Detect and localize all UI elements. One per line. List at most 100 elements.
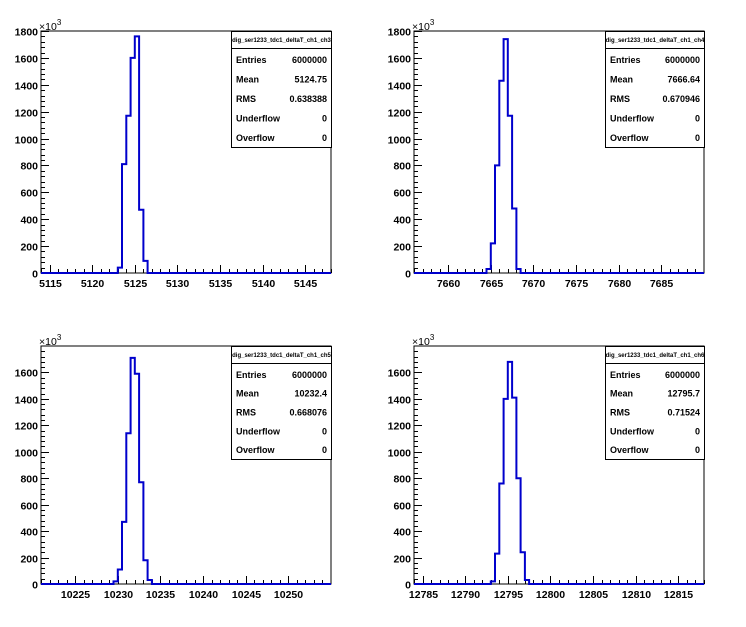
x-tick-label: 7665 bbox=[480, 278, 504, 290]
stats-value: 0 bbox=[322, 426, 327, 436]
y-tick-label: 400 bbox=[20, 527, 38, 539]
y-tick-label: 600 bbox=[20, 188, 38, 200]
x-tick-label: 7680 bbox=[608, 278, 632, 290]
y-tick-label: 1600 bbox=[388, 368, 412, 380]
y-exponent-base: ×10 bbox=[412, 21, 430, 33]
y-tick-label: 1000 bbox=[388, 448, 412, 460]
histogram-ch5: 0 200 400 600 800 1000 1200 1400 1600 10225 10230 1… bbox=[15, 333, 332, 601]
stats-value: 6000000 bbox=[665, 370, 700, 380]
stats-label: Overflow bbox=[236, 133, 276, 143]
y-tick-label: 1000 bbox=[15, 135, 39, 147]
stats-label: Mean bbox=[610, 389, 633, 399]
y-tick-label: 800 bbox=[393, 161, 411, 173]
stats-box-frame bbox=[231, 31, 332, 148]
stats-value: 0 bbox=[695, 426, 700, 436]
x-tick-label: 5115 bbox=[39, 278, 62, 290]
x-tick-label: 7670 bbox=[522, 278, 546, 290]
y-exponent-label: ×103 bbox=[39, 18, 62, 33]
stats-label: Mean bbox=[236, 389, 259, 399]
stats-label: Overflow bbox=[236, 445, 276, 455]
x-tick-label: 12800 bbox=[536, 589, 565, 601]
stats-value: 6000000 bbox=[292, 55, 327, 65]
stats-title: dig_ser1233_tdc1_deltaT_ch1_ch6 bbox=[606, 353, 705, 359]
x-tick-label: 10230 bbox=[104, 589, 133, 601]
histogram-ch4: 0 200 400 600 800 1000 1200 1400 1600 1800 7660 766… bbox=[388, 18, 705, 290]
y-tick-label: 400 bbox=[20, 215, 38, 227]
histogram-line bbox=[41, 356, 331, 585]
stats-value: 12795.7 bbox=[667, 389, 700, 399]
histogram-ch3: 0 200 400 600 800 1000 1200 1400 1600 1800 5115 512… bbox=[15, 18, 332, 290]
stats-value: 5124.75 bbox=[294, 75, 327, 85]
y-tick-label: 800 bbox=[20, 474, 38, 486]
x-tick-label: 5125 bbox=[124, 278, 148, 290]
y-tick-label: 1800 bbox=[388, 27, 412, 39]
x-tick-label: 10225 bbox=[61, 589, 90, 601]
stats-value: 6000000 bbox=[292, 370, 327, 380]
x-tick-label: 10245 bbox=[232, 589, 261, 601]
y-tick-label: 1200 bbox=[388, 108, 412, 120]
stats-value: 0 bbox=[695, 113, 700, 123]
y-tick-label: 1600 bbox=[388, 54, 412, 66]
y-tick-label: 400 bbox=[393, 215, 411, 227]
stats-label: Mean bbox=[236, 75, 259, 85]
x-tick-label: 5130 bbox=[166, 278, 190, 290]
stats-box-frame bbox=[605, 346, 705, 460]
y-tick-label: 1200 bbox=[15, 108, 39, 120]
y-tick-label: 1800 bbox=[15, 27, 39, 39]
stats-box: dig_ser1233_tdc1_deltaT_ch1_ch5 Entries 60… bbox=[231, 346, 332, 460]
stats-value: 0 bbox=[322, 113, 327, 123]
stats-label: Underflow bbox=[236, 426, 281, 436]
y-exponent-label: ×103 bbox=[412, 333, 435, 348]
histogram-pad-4: 0 200 400 600 800 1000 1200 1400 1600 12785 12790 1… bbox=[373, 311, 746, 627]
y-exponent-power: 3 bbox=[430, 18, 435, 27]
stats-label: Underflow bbox=[236, 113, 281, 123]
y-tick-label: 1400 bbox=[388, 81, 412, 93]
stats-label: Entries bbox=[236, 55, 267, 65]
y-exponent-label: ×103 bbox=[39, 333, 62, 348]
histogram-pad-1: 0 200 400 600 800 1000 1200 1400 1600 1800 5115 512… bbox=[0, 0, 373, 316]
x-tick-label: 10250 bbox=[274, 589, 303, 601]
y-tick-label: 0 bbox=[32, 580, 38, 592]
y-tick-label: 0 bbox=[405, 580, 411, 592]
x-tick-label: 12805 bbox=[579, 589, 608, 601]
y-exponent-base: ×10 bbox=[39, 21, 57, 33]
stats-value: 0.71524 bbox=[667, 408, 700, 418]
stats-value: 10232.4 bbox=[294, 389, 327, 399]
stats-title: dig_ser1233_tdc1_deltaT_ch1_ch4 bbox=[606, 38, 705, 44]
stats-label: RMS bbox=[610, 94, 630, 104]
y-exponent-power: 3 bbox=[57, 18, 62, 27]
stats-label: Entries bbox=[236, 370, 267, 380]
stats-label: Underflow bbox=[610, 426, 655, 436]
x-tick-label: 5145 bbox=[294, 278, 318, 290]
x-tick-label: 12790 bbox=[451, 589, 480, 601]
histogram-line bbox=[414, 38, 704, 274]
stats-title: dig_ser1233_tdc1_deltaT_ch1_ch5 bbox=[232, 353, 331, 359]
y-tick-label: 200 bbox=[393, 242, 411, 254]
stats-label: RMS bbox=[236, 94, 256, 104]
y-exponent-base: ×10 bbox=[412, 336, 430, 348]
stats-title: dig_ser1233_tdc1_deltaT_ch1_ch3 bbox=[232, 38, 331, 44]
stats-box: dig_ser1233_tdc1_deltaT_ch1_ch3 Entries 60… bbox=[231, 31, 332, 148]
x-tick-label: 5140 bbox=[252, 278, 276, 290]
x-tick-label: 12785 bbox=[409, 589, 438, 601]
histogram-ch6: 0 200 400 600 800 1000 1200 1400 1600 12785 12790 1… bbox=[388, 333, 705, 601]
y-tick-label: 0 bbox=[32, 269, 38, 281]
x-tick-label: 12810 bbox=[622, 589, 651, 601]
y-tick-label: 400 bbox=[393, 527, 411, 539]
y-exponent-power: 3 bbox=[430, 333, 435, 342]
x-tick-label: 5120 bbox=[81, 278, 105, 290]
histogram-pad-2: 0 200 400 600 800 1000 1200 1400 1600 1800 7660 766… bbox=[373, 0, 746, 316]
y-tick-label: 1400 bbox=[15, 81, 39, 93]
y-tick-label: 600 bbox=[393, 501, 411, 513]
y-exponent-label: ×103 bbox=[412, 18, 435, 33]
histogram-line bbox=[41, 35, 331, 274]
stats-label: RMS bbox=[236, 408, 256, 418]
y-tick-label: 0 bbox=[405, 269, 411, 281]
stats-value: 0.668076 bbox=[289, 408, 327, 418]
y-tick-label: 1400 bbox=[388, 395, 412, 407]
y-tick-label: 600 bbox=[393, 188, 411, 200]
stats-label: Entries bbox=[610, 370, 641, 380]
stats-box: dig_ser1233_tdc1_deltaT_ch1_ch4 Entries 60… bbox=[605, 31, 705, 148]
stats-box: dig_ser1233_tdc1_deltaT_ch1_ch6 Entries 60… bbox=[605, 346, 705, 460]
stats-value: 0 bbox=[322, 445, 327, 455]
